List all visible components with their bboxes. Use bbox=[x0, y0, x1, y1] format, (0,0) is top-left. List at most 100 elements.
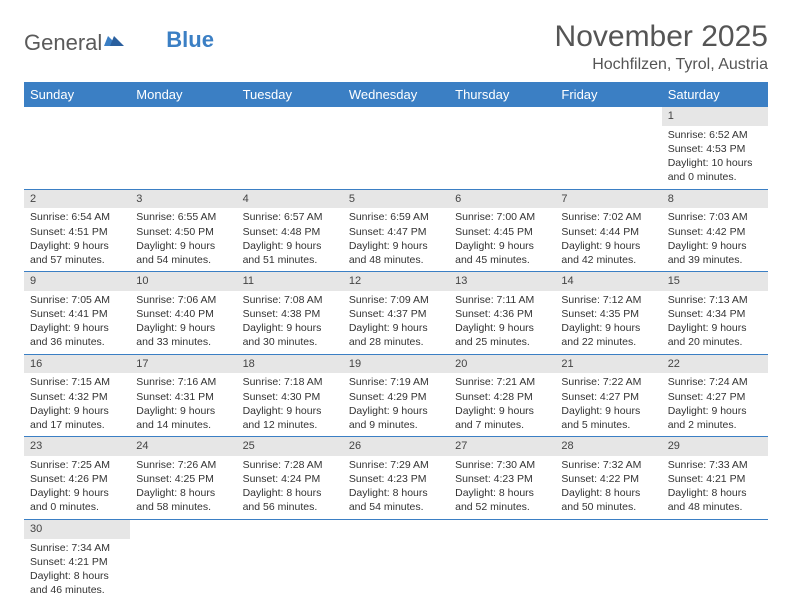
calendar-cell bbox=[555, 107, 661, 189]
sunrise-text: Sunrise: 6:59 AM bbox=[349, 210, 443, 224]
calendar-cell bbox=[662, 519, 768, 601]
calendar-cell: 5Sunrise: 6:59 AMSunset: 4:47 PMDaylight… bbox=[343, 189, 449, 272]
sunrise-text: Sunrise: 7:22 AM bbox=[561, 375, 655, 389]
day-number bbox=[555, 520, 661, 524]
calendar-cell: 21Sunrise: 7:22 AMSunset: 4:27 PMDayligh… bbox=[555, 354, 661, 437]
daylight-text: Daylight: 10 hours and 0 minutes. bbox=[668, 156, 762, 184]
sunrise-text: Sunrise: 7:11 AM bbox=[455, 293, 549, 307]
sunset-text: Sunset: 4:44 PM bbox=[561, 225, 655, 239]
calendar-cell: 19Sunrise: 7:19 AMSunset: 4:29 PMDayligh… bbox=[343, 354, 449, 437]
weekday-header: Tuesday bbox=[237, 82, 343, 107]
day-number: 25 bbox=[237, 437, 343, 456]
sunset-text: Sunset: 4:21 PM bbox=[668, 472, 762, 486]
day-number bbox=[449, 520, 555, 524]
logo-text-1: General bbox=[24, 30, 102, 56]
sunrise-text: Sunrise: 7:21 AM bbox=[455, 375, 549, 389]
daylight-text: Daylight: 9 hours and 36 minutes. bbox=[30, 321, 124, 349]
day-number bbox=[449, 107, 555, 111]
calendar-cell bbox=[130, 107, 236, 189]
day-content: Sunrise: 7:24 AMSunset: 4:27 PMDaylight:… bbox=[662, 373, 768, 436]
day-number: 15 bbox=[662, 272, 768, 291]
day-content: Sunrise: 7:11 AMSunset: 4:36 PMDaylight:… bbox=[449, 291, 555, 354]
day-number bbox=[343, 107, 449, 111]
day-content: Sunrise: 7:25 AMSunset: 4:26 PMDaylight:… bbox=[24, 456, 130, 519]
calendar-row: 1Sunrise: 6:52 AMSunset: 4:53 PMDaylight… bbox=[24, 107, 768, 189]
day-content: Sunrise: 7:21 AMSunset: 4:28 PMDaylight:… bbox=[449, 373, 555, 436]
sunrise-text: Sunrise: 7:12 AM bbox=[561, 293, 655, 307]
day-content: Sunrise: 7:32 AMSunset: 4:22 PMDaylight:… bbox=[555, 456, 661, 519]
calendar-cell: 23Sunrise: 7:25 AMSunset: 4:26 PMDayligh… bbox=[24, 437, 130, 520]
calendar-row: 16Sunrise: 7:15 AMSunset: 4:32 PMDayligh… bbox=[24, 354, 768, 437]
sunset-text: Sunset: 4:30 PM bbox=[243, 390, 337, 404]
daylight-text: Daylight: 8 hours and 58 minutes. bbox=[136, 486, 230, 514]
sunrise-text: Sunrise: 6:54 AM bbox=[30, 210, 124, 224]
day-number: 16 bbox=[24, 355, 130, 374]
calendar-cell: 29Sunrise: 7:33 AMSunset: 4:21 PMDayligh… bbox=[662, 437, 768, 520]
day-number bbox=[130, 520, 236, 524]
sunset-text: Sunset: 4:34 PM bbox=[668, 307, 762, 321]
calendar-cell: 2Sunrise: 6:54 AMSunset: 4:51 PMDaylight… bbox=[24, 189, 130, 272]
calendar-cell: 30Sunrise: 7:34 AMSunset: 4:21 PMDayligh… bbox=[24, 519, 130, 601]
day-number: 21 bbox=[555, 355, 661, 374]
sunset-text: Sunset: 4:47 PM bbox=[349, 225, 443, 239]
calendar-row: 30Sunrise: 7:34 AMSunset: 4:21 PMDayligh… bbox=[24, 519, 768, 601]
day-content: Sunrise: 7:06 AMSunset: 4:40 PMDaylight:… bbox=[130, 291, 236, 354]
calendar-row: 23Sunrise: 7:25 AMSunset: 4:26 PMDayligh… bbox=[24, 437, 768, 520]
day-number bbox=[130, 107, 236, 111]
sunrise-text: Sunrise: 7:33 AM bbox=[668, 458, 762, 472]
day-number: 11 bbox=[237, 272, 343, 291]
daylight-text: Daylight: 9 hours and 25 minutes. bbox=[455, 321, 549, 349]
day-number bbox=[662, 520, 768, 524]
daylight-text: Daylight: 9 hours and 45 minutes. bbox=[455, 239, 549, 267]
day-number: 12 bbox=[343, 272, 449, 291]
day-content: Sunrise: 7:28 AMSunset: 4:24 PMDaylight:… bbox=[237, 456, 343, 519]
sunrise-text: Sunrise: 7:02 AM bbox=[561, 210, 655, 224]
calendar-cell: 6Sunrise: 7:00 AMSunset: 4:45 PMDaylight… bbox=[449, 189, 555, 272]
day-number: 27 bbox=[449, 437, 555, 456]
calendar-cell bbox=[449, 107, 555, 189]
daylight-text: Daylight: 8 hours and 54 minutes. bbox=[349, 486, 443, 514]
daylight-text: Daylight: 8 hours and 50 minutes. bbox=[561, 486, 655, 514]
calendar-cell: 7Sunrise: 7:02 AMSunset: 4:44 PMDaylight… bbox=[555, 189, 661, 272]
day-number: 1 bbox=[662, 107, 768, 126]
sunset-text: Sunset: 4:27 PM bbox=[668, 390, 762, 404]
logo: General Blue bbox=[24, 20, 214, 56]
sunset-text: Sunset: 4:21 PM bbox=[30, 555, 124, 569]
daylight-text: Daylight: 9 hours and 30 minutes. bbox=[243, 321, 337, 349]
day-content: Sunrise: 6:55 AMSunset: 4:50 PMDaylight:… bbox=[130, 208, 236, 271]
day-number: 20 bbox=[449, 355, 555, 374]
daylight-text: Daylight: 9 hours and 54 minutes. bbox=[136, 239, 230, 267]
daylight-text: Daylight: 8 hours and 56 minutes. bbox=[243, 486, 337, 514]
sunset-text: Sunset: 4:24 PM bbox=[243, 472, 337, 486]
sunset-text: Sunset: 4:26 PM bbox=[30, 472, 124, 486]
day-content: Sunrise: 7:18 AMSunset: 4:30 PMDaylight:… bbox=[237, 373, 343, 436]
sunrise-text: Sunrise: 6:52 AM bbox=[668, 128, 762, 142]
sunset-text: Sunset: 4:45 PM bbox=[455, 225, 549, 239]
daylight-text: Daylight: 9 hours and 0 minutes. bbox=[30, 486, 124, 514]
day-content: Sunrise: 7:16 AMSunset: 4:31 PMDaylight:… bbox=[130, 373, 236, 436]
daylight-text: Daylight: 9 hours and 9 minutes. bbox=[349, 404, 443, 432]
weekday-header-row: Sunday Monday Tuesday Wednesday Thursday… bbox=[24, 82, 768, 107]
day-content: Sunrise: 7:03 AMSunset: 4:42 PMDaylight:… bbox=[662, 208, 768, 271]
daylight-text: Daylight: 9 hours and 28 minutes. bbox=[349, 321, 443, 349]
sunrise-text: Sunrise: 7:26 AM bbox=[136, 458, 230, 472]
day-content: Sunrise: 6:59 AMSunset: 4:47 PMDaylight:… bbox=[343, 208, 449, 271]
calendar-cell bbox=[24, 107, 130, 189]
weekday-header: Sunday bbox=[24, 82, 130, 107]
calendar-cell: 17Sunrise: 7:16 AMSunset: 4:31 PMDayligh… bbox=[130, 354, 236, 437]
calendar-cell: 13Sunrise: 7:11 AMSunset: 4:36 PMDayligh… bbox=[449, 272, 555, 355]
day-number: 6 bbox=[449, 190, 555, 209]
calendar-cell: 12Sunrise: 7:09 AMSunset: 4:37 PMDayligh… bbox=[343, 272, 449, 355]
day-number: 29 bbox=[662, 437, 768, 456]
weekday-header: Wednesday bbox=[343, 82, 449, 107]
calendar-cell: 1Sunrise: 6:52 AMSunset: 4:53 PMDaylight… bbox=[662, 107, 768, 189]
sunset-text: Sunset: 4:25 PM bbox=[136, 472, 230, 486]
day-number: 23 bbox=[24, 437, 130, 456]
day-number: 28 bbox=[555, 437, 661, 456]
sunset-text: Sunset: 4:32 PM bbox=[30, 390, 124, 404]
daylight-text: Daylight: 9 hours and 39 minutes. bbox=[668, 239, 762, 267]
calendar-cell bbox=[343, 107, 449, 189]
location: Hochfilzen, Tyrol, Austria bbox=[555, 56, 768, 74]
header: General Blue November 2025 Hochfilzen, T… bbox=[24, 20, 768, 74]
calendar-cell: 15Sunrise: 7:13 AMSunset: 4:34 PMDayligh… bbox=[662, 272, 768, 355]
